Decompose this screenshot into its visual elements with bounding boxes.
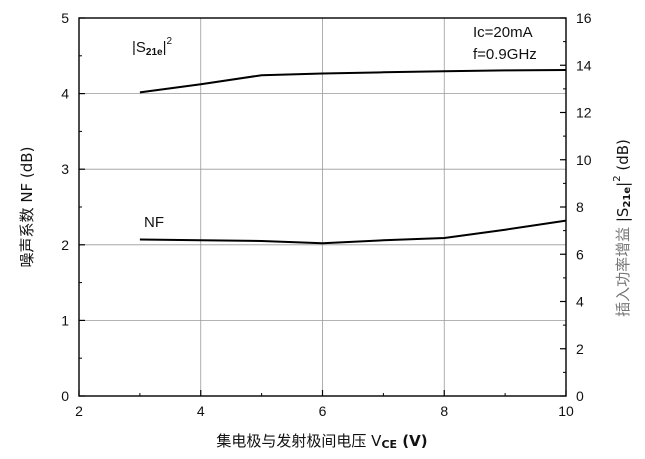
y-left-tick-label: 1 xyxy=(61,312,69,328)
y-right-tick-label: 14 xyxy=(576,57,592,73)
series-label-nf: NF xyxy=(144,214,164,231)
s21e-label-sub: 21e xyxy=(146,47,163,58)
y-right-tick-label: 10 xyxy=(576,152,592,168)
y-right-title-sup: 2 xyxy=(612,175,623,181)
series-label-s21e: |S21e|2 xyxy=(132,36,173,58)
x-tick-label: 8 xyxy=(440,403,448,419)
y-left-tick-label: 2 xyxy=(61,237,69,253)
y-right-tick-label: 2 xyxy=(576,341,584,357)
x-tick-label: 4 xyxy=(197,403,205,419)
y-right-tick-label: 12 xyxy=(576,105,592,121)
y-left-tick-label: 3 xyxy=(61,161,69,177)
x-axis-title-unit: (V) xyxy=(397,432,428,450)
x-tick-label: 2 xyxy=(75,403,83,419)
y-right-tick-label: 16 xyxy=(576,10,592,26)
s21e-label-tail: | xyxy=(163,39,167,56)
x-axis-title-text: 集电极与发射极间电压 V xyxy=(216,432,382,450)
y-right-title-unit: (dB) xyxy=(614,139,632,171)
x-tick-label: 10 xyxy=(558,403,574,419)
y-left-tick-label: 0 xyxy=(61,388,69,404)
annotation-ic: Ic=20mA xyxy=(473,24,533,41)
y-right-tick-label: 4 xyxy=(576,294,584,310)
series-line-nf xyxy=(139,219,567,245)
x-axis-title-sub: CE xyxy=(381,438,397,451)
annotation-freq: f=0.9GHz xyxy=(473,46,537,63)
y-right-title-cn: 插入功率增益 xyxy=(614,227,632,317)
y-right-tick-label: 0 xyxy=(576,388,584,404)
y-left-tick-label: 4 xyxy=(61,86,69,102)
y-right-title-sym: |S xyxy=(614,208,632,223)
y-right-tick-label: 6 xyxy=(576,246,584,262)
s21e-label-sym: |S xyxy=(132,39,146,56)
y-left-axis-title: 噪声系数 NF (dB) xyxy=(18,147,36,268)
gridlines xyxy=(79,18,566,396)
x-tick-label: 6 xyxy=(319,403,327,419)
y-right-title-tail: | xyxy=(614,182,632,187)
series-lines xyxy=(139,69,567,245)
x-axis-title: 集电极与发射极间电压 VCE (V) xyxy=(216,432,427,451)
y-right-tick-label: 8 xyxy=(576,199,584,215)
y-right-title-sub: 21e xyxy=(622,187,633,208)
y-right-axis-title: 插入功率增益 |S21e|2 (dB) xyxy=(612,139,633,317)
series-line-s21e xyxy=(139,69,567,94)
s21e-label-sup: 2 xyxy=(167,36,173,47)
y-left-tick-label: 5 xyxy=(61,10,69,26)
